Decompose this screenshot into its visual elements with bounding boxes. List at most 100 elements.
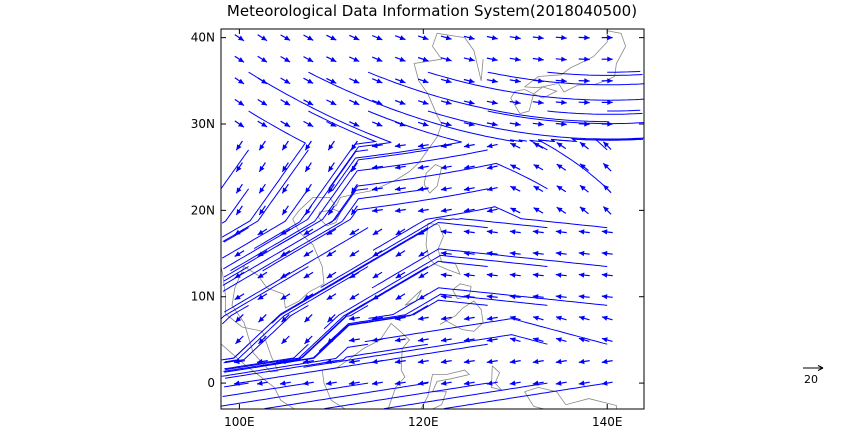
wind-vector-head	[284, 121, 291, 127]
wind-vector-head	[376, 56, 383, 62]
wind-vector-head	[584, 56, 590, 62]
streamline	[223, 149, 369, 270]
wind-vector-head	[326, 229, 333, 235]
wind-vector-head	[556, 142, 563, 148]
wind-vector-head	[418, 229, 425, 235]
streamline	[303, 334, 548, 368]
wind-vector-head	[532, 272, 539, 278]
wind-vector-head	[445, 78, 452, 84]
coastline	[221, 32, 484, 373]
wind-vector-head	[259, 209, 265, 215]
wind-vector-head	[371, 337, 378, 343]
wind-vector-head	[556, 207, 563, 213]
wind-vector-head	[234, 294, 241, 300]
wind-vector-head	[328, 187, 334, 194]
wind-vector-head	[349, 294, 356, 300]
streamline	[221, 304, 249, 325]
wind-vector-head	[561, 35, 567, 41]
coastline	[420, 369, 471, 409]
wind-vector-head	[601, 294, 608, 300]
wind-vector-head	[376, 121, 383, 127]
wind-vector-head	[281, 316, 288, 323]
y-tick-label: 0	[207, 376, 215, 390]
wind-vector-head	[533, 315, 539, 321]
streamline	[324, 382, 488, 409]
wind-vector-head	[371, 380, 378, 386]
streamline	[320, 218, 548, 288]
wind-vector-head	[280, 251, 287, 257]
wind-vector-head	[509, 229, 516, 235]
wind-vector-head	[238, 121, 244, 128]
wind-vector-head	[463, 315, 470, 321]
wind-vector-head	[440, 358, 447, 365]
streamline	[372, 206, 608, 251]
wind-vector-head	[327, 338, 334, 344]
wind-vector-head	[491, 121, 498, 127]
coastline-layer	[221, 30, 652, 409]
wind-vector-head	[509, 294, 516, 300]
wind-vector-head	[440, 315, 447, 321]
wind-vector-head	[486, 358, 493, 365]
wind-vector-head	[601, 358, 608, 365]
reference-arrow-head	[817, 365, 824, 371]
wind-vector-head	[235, 316, 242, 323]
wind-vector-head	[463, 207, 470, 213]
wind-vector-head	[561, 56, 567, 62]
wind-vector-head	[486, 380, 493, 386]
wind-vector-head	[395, 229, 402, 235]
wind-vector-head	[371, 186, 378, 192]
wind-vector-head	[305, 187, 311, 194]
wind-vector-head	[303, 273, 310, 279]
wind-vector-head	[236, 165, 242, 172]
wind-vector-head	[533, 164, 540, 170]
wind-vector-head	[417, 358, 424, 365]
wind-vector-head	[281, 338, 288, 344]
streamline	[332, 110, 462, 191]
streamline	[221, 343, 369, 377]
wind-vector-head	[422, 121, 429, 127]
wind-vector-head	[330, 78, 337, 84]
wind-vector-head	[422, 78, 429, 84]
wind-vector-head	[279, 358, 286, 365]
wind-vector-head	[257, 294, 264, 300]
wind-vector-head	[538, 35, 544, 41]
wind-vector-head	[514, 56, 521, 62]
wind-vector-head	[399, 35, 406, 41]
streamline	[253, 110, 378, 250]
coastline	[650, 266, 652, 269]
wind-vector-head	[238, 57, 244, 63]
streamline	[248, 71, 392, 190]
streamline	[607, 109, 641, 112]
wind-vector-head	[603, 184, 609, 191]
wind-vector-head	[486, 315, 493, 321]
wind-vector-head	[509, 380, 516, 386]
wind-vector-head	[418, 294, 425, 300]
wind-vector-head	[372, 294, 379, 300]
wind-vector-head	[399, 78, 406, 84]
wind-vector-head	[261, 100, 267, 106]
streamline	[221, 382, 369, 407]
wind-vector-head	[440, 143, 447, 149]
wind-vector-head	[282, 144, 288, 151]
wind-vector-head	[601, 250, 608, 257]
wind-vector-head	[440, 272, 447, 278]
wind-vector-head	[510, 207, 517, 213]
wind-vector-head	[422, 56, 429, 62]
streamline	[221, 188, 309, 259]
wind-vector-head	[463, 164, 470, 170]
wind-vector-head	[236, 144, 242, 151]
wind-vector-head	[417, 143, 424, 149]
wind-vector-head	[348, 358, 355, 365]
streamline	[225, 304, 369, 371]
wind-vector-head	[510, 164, 517, 170]
wind-vector-head	[601, 272, 608, 278]
wind-vector-head	[578, 358, 585, 365]
wind-vector-head	[376, 78, 383, 84]
y-tick-label: 10N	[191, 290, 215, 304]
wind-vector-head	[561, 99, 567, 105]
streamline	[308, 71, 527, 143]
wind-vector-head	[307, 100, 314, 105]
wind-vector-head	[556, 315, 562, 321]
streamline	[242, 343, 488, 384]
wind-vector-head	[555, 272, 562, 278]
